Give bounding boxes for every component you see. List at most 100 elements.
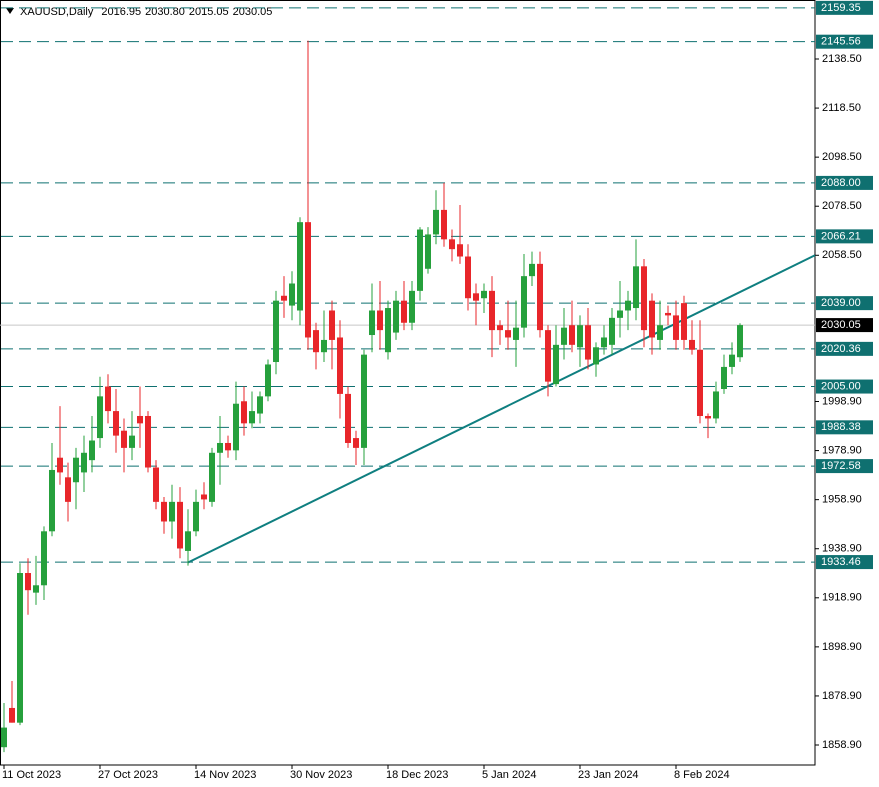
current-price-label: 2030.05 — [821, 319, 861, 331]
candle-body — [257, 396, 263, 414]
candle-body — [617, 310, 623, 318]
candle-body — [713, 391, 719, 419]
ohlc-low: 2015.05 — [189, 6, 229, 18]
candle-body — [529, 263, 535, 277]
candle-body — [25, 573, 31, 591]
candle-body — [409, 290, 415, 323]
candle-body — [153, 467, 159, 502]
y-tick-label: 1998.90 — [822, 395, 862, 407]
level-label: 1972.58 — [821, 460, 861, 472]
candle-body — [601, 337, 607, 348]
candle-body — [505, 330, 511, 338]
candle-body — [9, 707, 15, 723]
header: XAUUSD,Daily 2016.95 2030.80 2015.05 2030.05 — [20, 6, 272, 18]
candle-body — [481, 290, 487, 299]
candle-body — [73, 457, 79, 483]
candle-body — [545, 330, 551, 382]
candle-body — [513, 327, 519, 340]
candle-body — [489, 290, 495, 331]
level-label-box — [816, 229, 873, 244]
x-tick-label: 8 Feb 2024 — [674, 769, 730, 781]
x-tick-label: 18 Dec 2023 — [386, 769, 448, 781]
y-tick-label: 1978.90 — [822, 444, 862, 456]
candle-body — [697, 349, 703, 416]
plot-frame — [0, 0, 816, 766]
x-tick-label: 27 Oct 2023 — [98, 769, 158, 781]
candle-body — [17, 573, 23, 723]
candle-body — [465, 256, 471, 299]
candle-body — [441, 209, 447, 240]
candle-body — [401, 300, 407, 323]
trendline — [187, 254, 816, 564]
x-tick-label: 30 Nov 2023 — [290, 769, 352, 781]
candle-body — [209, 452, 215, 502]
candle-body — [129, 435, 135, 448]
level-label: 2088.00 — [821, 177, 861, 189]
level-label-box — [816, 341, 873, 356]
candle-body — [721, 366, 727, 390]
x-tick-label: 5 Jan 2024 — [482, 769, 536, 781]
y-tick-label: 2118.50 — [822, 102, 861, 114]
candle-body — [177, 501, 183, 549]
candle-body — [729, 354, 735, 367]
candle-body — [281, 295, 287, 301]
candle-body — [305, 222, 311, 338]
candle-body — [553, 344, 559, 385]
candle-body — [577, 325, 583, 348]
x-tick-label: 11 Oct 2023 — [2, 769, 61, 781]
candle-body — [361, 354, 367, 448]
candle-body — [241, 401, 247, 424]
level-label: 2020.36 — [821, 343, 861, 355]
level-label-box — [816, 34, 873, 49]
candle-body — [321, 339, 327, 353]
candle-body — [681, 303, 687, 340]
candle-body — [265, 364, 271, 397]
candle-body — [185, 531, 191, 551]
candle-body — [81, 452, 87, 473]
y-tick-label: 1858.90 — [822, 739, 862, 751]
candle-body — [649, 300, 655, 338]
level-label-box — [816, 459, 873, 474]
candle-body — [57, 457, 63, 473]
candle-body — [521, 276, 527, 328]
level-label-box — [816, 296, 873, 311]
level-label-box — [816, 555, 873, 570]
candle-body — [449, 239, 455, 250]
candle-body — [585, 325, 591, 360]
candle-body — [625, 300, 631, 311]
candle-body — [657, 325, 663, 340]
candle-body — [41, 531, 47, 586]
level-label: 2159.35 — [821, 2, 861, 14]
candle-body — [433, 209, 439, 235]
candle-body — [673, 315, 679, 340]
candle-body — [49, 469, 55, 532]
y-tick-label: 1918.90 — [822, 592, 862, 604]
candle-body — [161, 501, 167, 522]
level-label: 2005.00 — [821, 380, 861, 392]
symbol: XAUUSD,Daily — [20, 6, 94, 18]
candle-body — [345, 393, 351, 443]
y-tick-label: 2098.50 — [822, 151, 862, 163]
candle-body — [665, 312, 671, 316]
candle-body — [137, 415, 143, 424]
candle-body — [337, 337, 343, 394]
level-label: 1933.46 — [821, 556, 861, 568]
current-price-box — [816, 318, 873, 333]
candle-body — [705, 415, 711, 419]
candle-body — [33, 585, 39, 593]
menu-triangle — [6, 8, 14, 14]
candle-body — [737, 325, 743, 358]
candle-body — [273, 300, 279, 363]
candle-body — [353, 438, 359, 448]
y-tick-label: 2078.50 — [822, 200, 862, 212]
candle-body — [89, 440, 95, 461]
candle-body — [385, 308, 391, 353]
y-tick-label: 1938.90 — [822, 543, 862, 555]
candle-body — [609, 317, 615, 345]
candle-body — [217, 442, 223, 453]
candle-body — [169, 501, 175, 522]
candle-body — [233, 403, 239, 451]
level-label: 2145.56 — [821, 36, 861, 48]
candle-body — [65, 477, 71, 502]
